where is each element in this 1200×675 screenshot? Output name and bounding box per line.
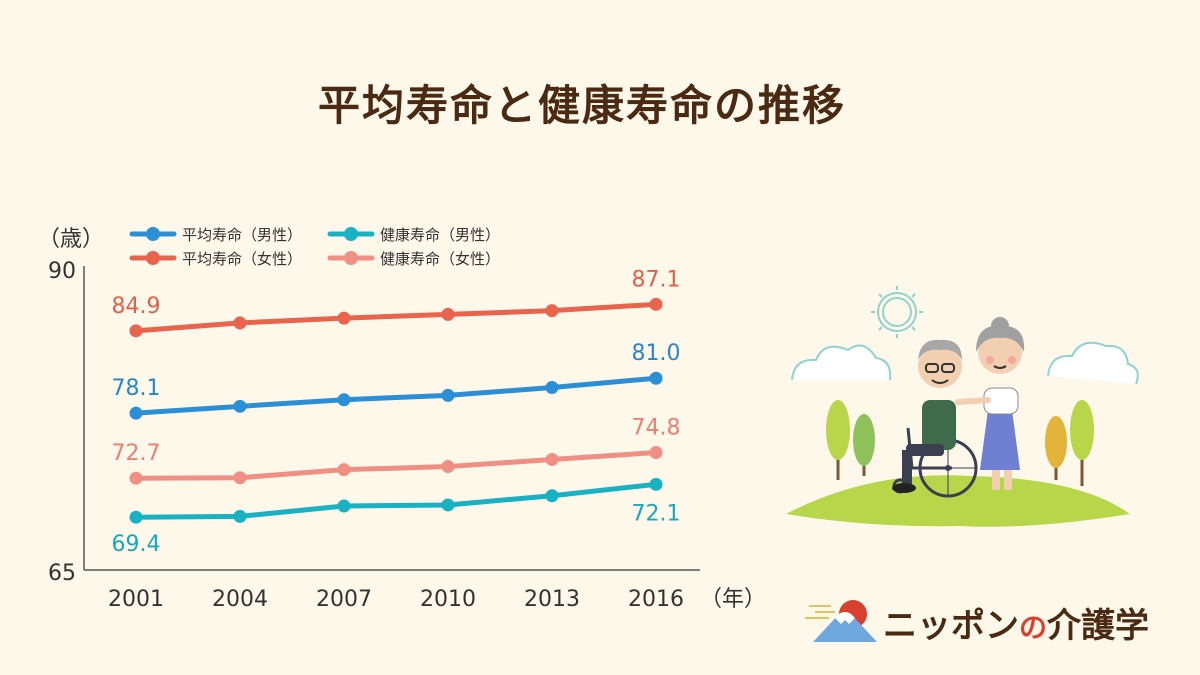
data-point (649, 477, 663, 491)
series-0: 78.1 81.0 (112, 341, 681, 420)
y-axis-unit-label: （歳） (38, 227, 104, 252)
data-point (441, 498, 455, 512)
brand-logo: ニッポンの介護学 (805, 592, 1185, 652)
data-point (129, 510, 143, 524)
data-point (441, 460, 455, 474)
data-point (233, 509, 247, 523)
chart-title: 平均寿命と健康寿命の推移 (317, 81, 846, 130)
grass-hill (786, 475, 1130, 527)
y-tick-label: 65 (48, 561, 76, 586)
data-label: 87.1 (632, 267, 681, 292)
legend-marker (344, 251, 358, 265)
data-point (337, 499, 351, 513)
data-label: 72.1 (632, 501, 681, 526)
legend-marker (146, 227, 160, 241)
series-3: 72.7 74.8 (112, 416, 681, 485)
data-label: 78.1 (112, 376, 161, 401)
data-label: 74.8 (632, 416, 681, 441)
data-point (649, 297, 663, 311)
data-point (545, 304, 559, 318)
data-point (649, 371, 663, 385)
data-label: 72.7 (112, 441, 161, 466)
legend-marker (344, 227, 358, 241)
series-line (133, 375, 659, 416)
x-tick-label: 2013 (524, 587, 580, 612)
x-tick-label: 2001 (108, 587, 164, 612)
x-tick-label: 2016 (628, 587, 684, 612)
series-line (133, 301, 659, 334)
sun-icon (871, 286, 923, 338)
data-point (233, 471, 247, 485)
data-point (129, 324, 143, 338)
data-point (233, 399, 247, 413)
data-point (441, 388, 455, 402)
tree-icon (826, 400, 1094, 486)
legend-label: 平均寿命（男性） (182, 226, 302, 244)
x-axis-unit-label: （年） (700, 587, 760, 612)
series-line (133, 481, 659, 520)
data-point (337, 311, 351, 325)
data-point (233, 316, 247, 330)
series-1: 84.9 87.1 (112, 267, 681, 338)
data-label: 81.0 (632, 341, 681, 366)
data-point (441, 307, 455, 321)
series-line (133, 450, 659, 481)
y-tick-label: 90 (48, 259, 76, 284)
x-tick-label: 2004 (212, 587, 268, 612)
series-2: 69.4 72.1 (112, 477, 681, 557)
data-point (545, 380, 559, 394)
cloud-right-icon (1047, 341, 1139, 385)
data-point (129, 471, 143, 485)
legend-marker (146, 251, 160, 265)
cloud-left-icon (791, 344, 892, 381)
legend-label: 健康寿命（男性） (380, 226, 500, 244)
elderly-woman-figure (955, 317, 1025, 490)
elderly-man-figure (892, 339, 962, 493)
data-point (545, 489, 559, 503)
x-tick-label: 2010 (420, 587, 476, 612)
elderly-couple-illustration (786, 286, 1139, 527)
data-point (649, 446, 663, 460)
data-point (545, 452, 559, 466)
data-label: 84.9 (112, 294, 161, 319)
x-tick-label: 2007 (316, 587, 372, 612)
legend-label: 健康寿命（女性） (380, 250, 500, 268)
mount-fuji-sun-icon (805, 600, 877, 642)
brand-name: ニッポンの介護学 (883, 606, 1150, 646)
data-point (129, 406, 143, 420)
data-label: 69.4 (112, 532, 161, 557)
data-point (337, 463, 351, 477)
life-expectancy-chart: （歳） 90 65 2001 2004 2007 2010 2013 2016 （年） 78.1 8… (38, 226, 760, 612)
legend-label: 平均寿命（女性） (182, 250, 302, 268)
data-point (337, 393, 351, 407)
